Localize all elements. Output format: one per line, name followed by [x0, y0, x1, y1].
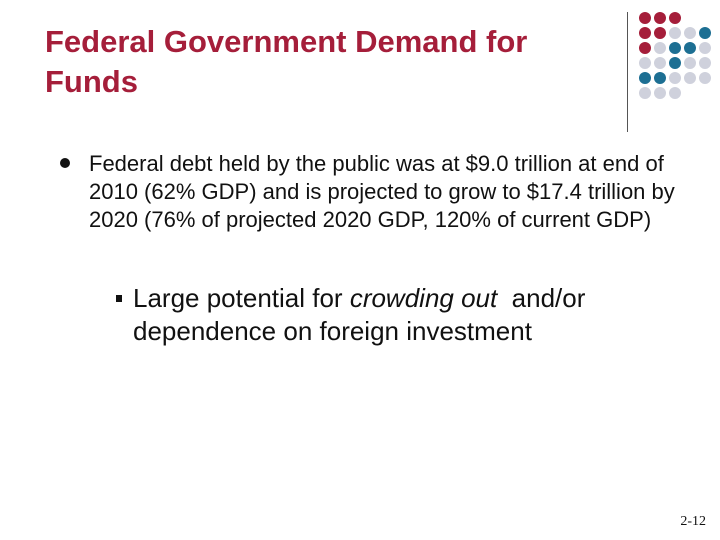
logo-dot: [669, 42, 681, 54]
logo-dot: [639, 72, 651, 84]
logo-dot: [639, 57, 651, 69]
logo-dot: [699, 57, 711, 69]
slide-title: Federal Government Demand for Funds: [45, 24, 528, 99]
logo-dot: [684, 57, 696, 69]
logo-dot: [654, 27, 666, 39]
sub-bullet-text: Large potential for crowding out and/or …: [133, 282, 693, 348]
logo-dot: [654, 42, 666, 54]
logo-dot: [699, 27, 711, 39]
logo-dot: [654, 87, 666, 99]
logo-dot: [639, 12, 651, 24]
logo-dot: [654, 12, 666, 24]
logo-dot: [684, 72, 696, 84]
logo-dot: [654, 57, 666, 69]
round-bullet-icon: [60, 158, 70, 168]
title-divider: [627, 12, 628, 132]
logo-dot: [684, 27, 696, 39]
sub-bullet-text-before: Large potential for: [133, 283, 350, 313]
logo-dot: [654, 72, 666, 84]
logo-dot: [699, 42, 711, 54]
bullet-text: Federal debt held by the public was at $…: [89, 151, 675, 232]
logo-dot: [669, 72, 681, 84]
logo-dot: [699, 72, 711, 84]
square-bullet-icon: [116, 295, 122, 302]
logo-dot: [669, 27, 681, 39]
sub-bullet-text-italic: crowding out: [349, 283, 498, 313]
logo-dot: [669, 57, 681, 69]
logo-dot: [639, 87, 651, 99]
logo-dot: [639, 42, 651, 54]
logo-dot: [669, 12, 681, 24]
logo-dot: [639, 27, 651, 39]
dot-grid-logo-icon: [639, 12, 714, 122]
logo-dot: [684, 42, 696, 54]
logo-dot: [669, 87, 681, 99]
page-number: 2-12: [680, 514, 706, 529]
sub-bullet-text-after: and/or dependence on foreign investment: [133, 283, 593, 346]
